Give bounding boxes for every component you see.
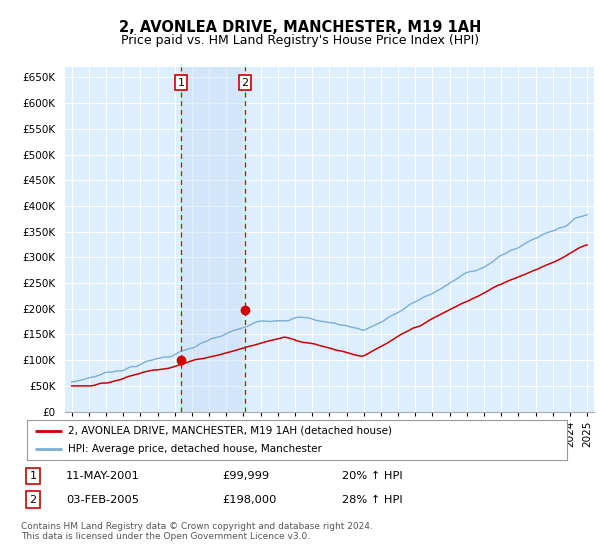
Text: 2, AVONLEA DRIVE, MANCHESTER, M19 1AH (detached house): 2, AVONLEA DRIVE, MANCHESTER, M19 1AH (d…: [67, 426, 392, 436]
Text: 2: 2: [29, 494, 37, 505]
Text: 2: 2: [241, 77, 248, 87]
Text: HPI: Average price, detached house, Manchester: HPI: Average price, detached house, Manc…: [67, 445, 322, 454]
Text: 03-FEB-2005: 03-FEB-2005: [66, 494, 139, 505]
Text: 28% ↑ HPI: 28% ↑ HPI: [342, 494, 403, 505]
Text: £198,000: £198,000: [222, 494, 277, 505]
Text: 20% ↑ HPI: 20% ↑ HPI: [342, 471, 403, 481]
Text: Price paid vs. HM Land Registry's House Price Index (HPI): Price paid vs. HM Land Registry's House …: [121, 34, 479, 46]
Text: Contains HM Land Registry data © Crown copyright and database right 2024.
This d: Contains HM Land Registry data © Crown c…: [21, 522, 373, 542]
Text: 1: 1: [29, 471, 37, 481]
Text: 11-MAY-2001: 11-MAY-2001: [66, 471, 140, 481]
Bar: [181, 67, 245, 412]
Text: 2, AVONLEA DRIVE, MANCHESTER, M19 1AH: 2, AVONLEA DRIVE, MANCHESTER, M19 1AH: [119, 20, 481, 35]
Text: 1: 1: [178, 77, 184, 87]
Text: £99,999: £99,999: [222, 471, 269, 481]
